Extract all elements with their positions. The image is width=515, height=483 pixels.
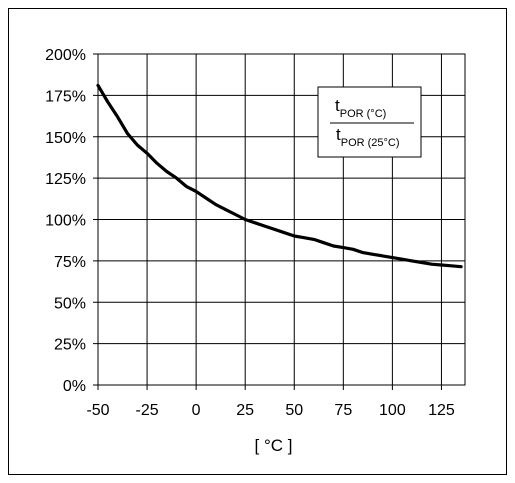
chart-frame	[8, 8, 507, 475]
y-tick-label: 125%	[45, 171, 86, 188]
legend-denominator-sub: POR (25°C)	[341, 137, 400, 149]
legend-numerator-main: t	[335, 96, 340, 115]
legend-denominator-main: t	[336, 125, 341, 144]
y-tick-label: 200%	[45, 47, 86, 64]
y-tick-label: 150%	[45, 130, 86, 147]
x-axis-tick-labels: -50 -25 0 25 50 75 100 125	[86, 402, 454, 419]
y-tick-label: 25%	[54, 337, 86, 354]
x-tick-label: 125	[428, 402, 455, 419]
legend-numerator: tPOR (°C)	[335, 96, 386, 120]
legend-box: tPOR (°C) tPOR (25°C)	[317, 86, 422, 158]
axis-ticks	[93, 53, 442, 390]
y-tick-label: 50%	[54, 295, 86, 312]
x-tick-label: 25	[236, 402, 254, 419]
y-tick-label: 175%	[45, 88, 86, 105]
y-tick-label: 100%	[45, 213, 86, 230]
x-tick-label: -25	[136, 402, 159, 419]
legend-numerator-sub: POR (°C)	[340, 108, 387, 120]
y-tick-label: 75%	[54, 254, 86, 271]
x-tick-label: 0	[192, 402, 201, 419]
x-tick-label: 50	[285, 402, 303, 419]
legend-denominator: tPOR (25°C)	[336, 125, 400, 149]
x-tick-label: 100	[379, 402, 406, 419]
y-tick-label: 0%	[63, 378, 86, 395]
series-line	[96, 83, 463, 269]
y-axis-tick-labels: 0% 25% 50% 75% 100% 125% 150% 175% 200%	[45, 47, 86, 395]
x-tick-label: 75	[334, 402, 352, 419]
x-axis-title: [ °C ]	[255, 436, 293, 455]
x-tick-label: -50	[86, 402, 109, 419]
